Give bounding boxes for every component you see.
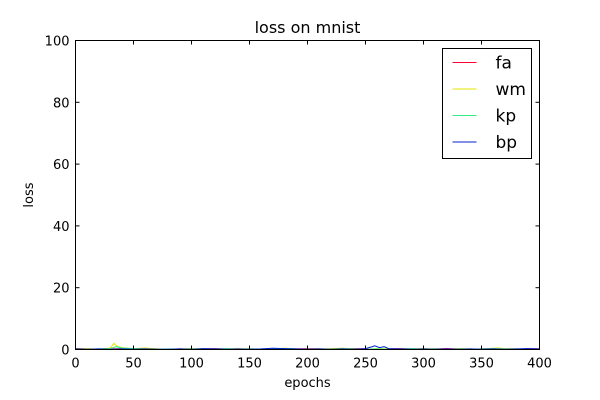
y-tick-label: 40	[53, 220, 70, 235]
x-tick-label: 400	[527, 357, 552, 372]
x-tick-label: 100	[179, 357, 204, 372]
y-tick-label: 20	[53, 282, 70, 297]
legend-label-kp: kp	[496, 107, 517, 127]
y-tick-label: 60	[53, 158, 70, 173]
y-tick-label: 0	[61, 344, 69, 359]
x-tick-label: 300	[411, 357, 436, 372]
x-tick-label: 200	[295, 357, 320, 372]
x-tick-label: 150	[237, 357, 262, 372]
chart-title: loss on mnist	[255, 18, 361, 37]
axis-ticks: 0 50 100 150 200 250 300 350 400 0 20 40 60 80 100	[45, 35, 552, 372]
x-tick-label: 250	[353, 357, 378, 372]
x-tick-label: 350	[469, 357, 494, 372]
legend-box	[442, 48, 532, 159]
y-tick-label: 80	[53, 96, 70, 111]
legend-label-wm: wm	[496, 80, 526, 100]
legend-label-fa: fa	[496, 54, 512, 74]
x-tick-label: 50	[125, 357, 142, 372]
legend-label-bp: bp	[496, 133, 518, 153]
y-axis-label: loss	[22, 182, 37, 207]
y-tick-label: 100	[45, 35, 70, 50]
x-axis-label: epochs	[284, 376, 331, 391]
legend: fa wm kp bp	[442, 48, 532, 159]
x-tick-label: 0	[71, 357, 79, 372]
